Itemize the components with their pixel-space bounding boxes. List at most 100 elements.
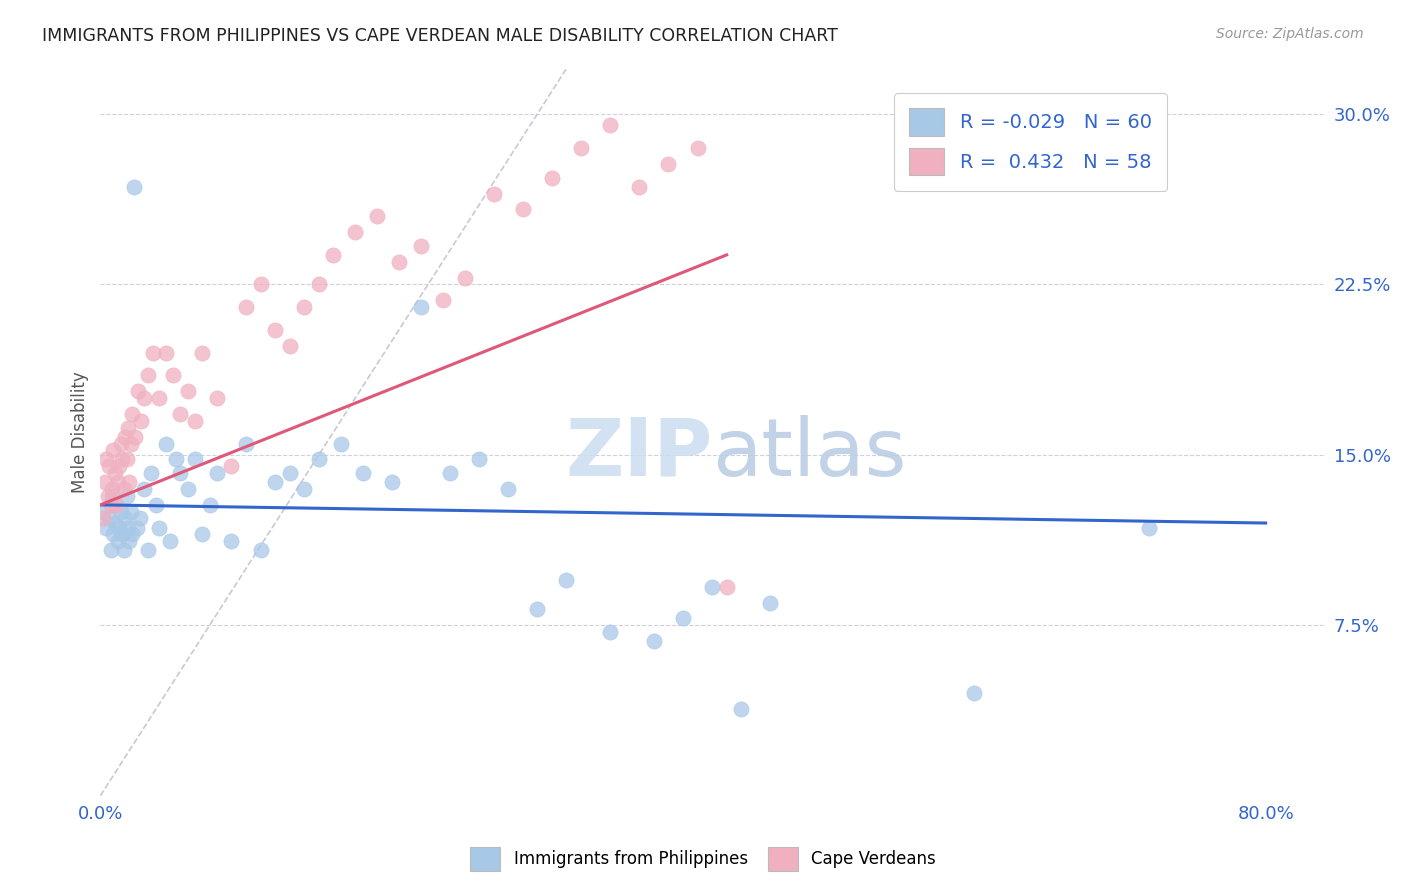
Point bbox=[112, 482, 135, 496]
Point bbox=[104, 466, 127, 480]
Text: IMMIGRANTS FROM PHILIPPINES VS CAPE VERDEAN MALE DISABILITY CORRELATION CHART: IMMIGRANTS FROM PHILIPPINES VS CAPE VERD… bbox=[42, 27, 838, 45]
Text: Source: ZipAtlas.com: Source: ZipAtlas.com bbox=[1216, 27, 1364, 41]
Point bbox=[169, 466, 191, 480]
Point bbox=[155, 436, 177, 450]
Point bbox=[308, 452, 330, 467]
Point bbox=[105, 498, 128, 512]
Point bbox=[111, 527, 134, 541]
Point bbox=[541, 170, 564, 185]
Point bbox=[120, 436, 142, 450]
Point bbox=[322, 248, 344, 262]
Point bbox=[128, 511, 150, 525]
Point bbox=[117, 520, 139, 534]
Point bbox=[145, 498, 167, 512]
Point bbox=[526, 602, 548, 616]
Point bbox=[191, 527, 214, 541]
Point bbox=[100, 543, 122, 558]
Point bbox=[122, 179, 145, 194]
Point bbox=[103, 527, 125, 541]
Point bbox=[686, 141, 709, 155]
Point bbox=[672, 611, 695, 625]
Point bbox=[264, 323, 287, 337]
Point bbox=[184, 414, 207, 428]
Point bbox=[329, 436, 352, 450]
Point bbox=[110, 505, 132, 519]
Point bbox=[177, 384, 200, 399]
Point bbox=[205, 391, 228, 405]
Point bbox=[177, 482, 200, 496]
Point bbox=[292, 482, 315, 496]
Point bbox=[129, 414, 152, 428]
Point bbox=[148, 520, 170, 534]
Point bbox=[115, 452, 138, 467]
Point bbox=[221, 534, 243, 549]
Point bbox=[366, 209, 388, 223]
Point bbox=[98, 511, 121, 525]
Point bbox=[105, 498, 128, 512]
Point bbox=[132, 482, 155, 496]
Text: ZIP: ZIP bbox=[565, 415, 711, 493]
Point bbox=[142, 345, 165, 359]
Point bbox=[118, 534, 141, 549]
Point bbox=[453, 270, 475, 285]
Point bbox=[249, 277, 271, 292]
Point bbox=[439, 466, 461, 480]
Point bbox=[352, 466, 374, 480]
Point bbox=[555, 573, 578, 587]
Text: atlas: atlas bbox=[711, 415, 907, 493]
Point bbox=[125, 520, 148, 534]
Point bbox=[138, 543, 160, 558]
Point bbox=[599, 625, 621, 640]
Point bbox=[159, 534, 181, 549]
Point bbox=[963, 686, 986, 700]
Point bbox=[292, 300, 315, 314]
Point bbox=[198, 498, 221, 512]
Point bbox=[643, 634, 665, 648]
Point bbox=[110, 436, 132, 450]
Point bbox=[120, 505, 142, 519]
Point bbox=[115, 489, 138, 503]
Point bbox=[96, 520, 118, 534]
Point bbox=[278, 339, 301, 353]
Point bbox=[98, 459, 121, 474]
Point bbox=[308, 277, 330, 292]
Point bbox=[700, 580, 723, 594]
Point bbox=[569, 141, 592, 155]
Point bbox=[730, 702, 752, 716]
Point bbox=[278, 466, 301, 480]
Point bbox=[91, 511, 114, 525]
Point bbox=[132, 391, 155, 405]
Legend: R = -0.029   N = 60, R =  0.432   N = 58: R = -0.029 N = 60, R = 0.432 N = 58 bbox=[894, 93, 1167, 191]
Point bbox=[101, 489, 124, 503]
Point bbox=[381, 475, 404, 490]
Point bbox=[496, 482, 519, 496]
Point bbox=[759, 596, 782, 610]
Point bbox=[716, 580, 738, 594]
Point bbox=[108, 520, 131, 534]
Point bbox=[657, 157, 679, 171]
Point bbox=[388, 254, 411, 268]
Point bbox=[409, 300, 432, 314]
Point bbox=[117, 420, 139, 434]
Point bbox=[344, 225, 367, 239]
Point bbox=[155, 345, 177, 359]
Legend: Immigrants from Philippines, Cape Verdeans: Immigrants from Philippines, Cape Verdea… bbox=[463, 839, 943, 880]
Point bbox=[127, 384, 149, 399]
Point bbox=[184, 452, 207, 467]
Point bbox=[96, 452, 118, 467]
Point bbox=[409, 239, 432, 253]
Point bbox=[114, 511, 136, 525]
Point bbox=[169, 407, 191, 421]
Point bbox=[148, 391, 170, 405]
Point bbox=[205, 466, 228, 480]
Point bbox=[191, 345, 214, 359]
Point bbox=[165, 452, 187, 467]
Point bbox=[118, 475, 141, 490]
Point bbox=[1137, 520, 1160, 534]
Point bbox=[599, 119, 621, 133]
Point bbox=[512, 202, 534, 217]
Point bbox=[138, 368, 160, 383]
Point bbox=[249, 543, 271, 558]
Point bbox=[104, 516, 127, 530]
Point bbox=[97, 489, 120, 503]
